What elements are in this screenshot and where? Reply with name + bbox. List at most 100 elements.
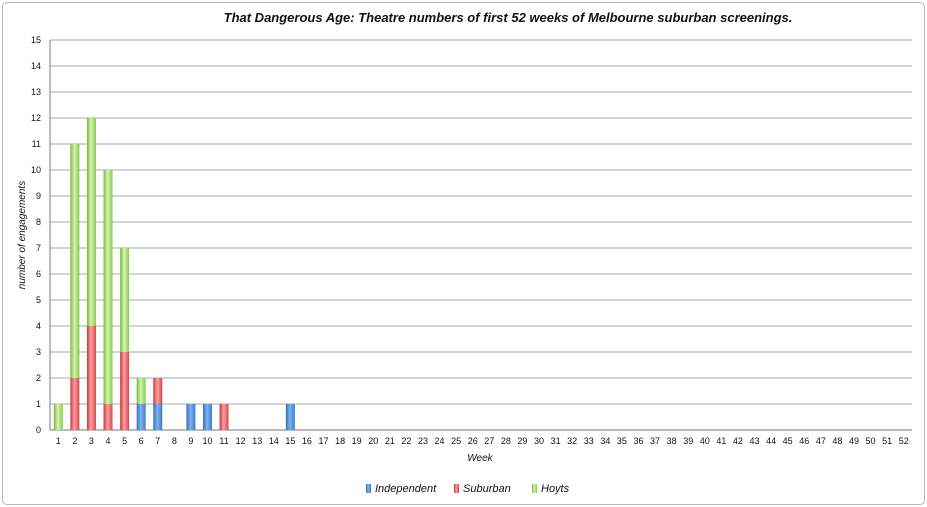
x-tick-label: 40: [700, 436, 710, 446]
x-tick-label: 43: [750, 436, 760, 446]
x-tick-label: 34: [600, 436, 610, 446]
y-tick-label: 13: [31, 87, 41, 97]
x-tick-label: 33: [584, 436, 594, 446]
x-axis-ticks: 1 2 3 4 5 6 7 8 9 10 11 12 13 14 15 16 17 18 19 20 21 22 23 24 2…: [56, 436, 909, 446]
x-tick-label: 51: [882, 436, 892, 446]
x-tick-label: 52: [899, 436, 909, 446]
x-tick-label: 1: [56, 436, 61, 446]
x-tick-label: 41: [716, 436, 726, 446]
legend-label-independent: Independent: [375, 483, 437, 495]
x-axis-label: Week: [467, 453, 493, 464]
x-tick-label: 38: [667, 436, 677, 446]
x-tick-label: 4: [106, 436, 111, 446]
x-tick-label: 45: [783, 436, 793, 446]
x-tick-label: 32: [567, 436, 577, 446]
bar-hoyts-week-6: [136, 378, 146, 404]
y-tick-label: 12: [31, 113, 41, 123]
x-tick-label: 29: [517, 436, 527, 446]
bar-hoyts-week-2: [70, 144, 80, 378]
bar-suburban-week-2: [70, 378, 80, 430]
grid-lines: [49, 39, 912, 431]
x-tick-label: 28: [501, 436, 511, 446]
y-tick-label: 9: [36, 191, 41, 201]
x-tick-label: 18: [335, 436, 345, 446]
x-tick-label: 44: [766, 436, 776, 446]
y-tick-label: 6: [36, 269, 41, 279]
y-tick-label: 0: [36, 425, 41, 435]
legend-swatch-independent: [366, 484, 371, 493]
x-tick-label: 9: [188, 436, 193, 446]
x-tick-label: 13: [252, 436, 262, 446]
x-tick-label: 3: [89, 436, 94, 446]
bar-suburban-week-11: [219, 404, 229, 430]
x-tick-label: 30: [534, 436, 544, 446]
legend: Independent Suburban Hoyts: [366, 483, 570, 495]
x-tick-label: 46: [799, 436, 809, 446]
bar-suburban-week-3: [86, 326, 96, 430]
bar-independent-week-6: [136, 404, 146, 430]
bar-independent-week-15: [285, 404, 295, 430]
x-tick-label: 39: [683, 436, 693, 446]
bar-hoyts-week-5: [120, 248, 130, 352]
legend-swatch-suburban: [454, 484, 459, 493]
x-tick-label: 42: [733, 436, 743, 446]
x-tick-label: 21: [385, 436, 395, 446]
x-tick-label: 47: [816, 436, 826, 446]
x-tick-label: 14: [269, 436, 279, 446]
x-tick-label: 50: [866, 436, 876, 446]
y-tick-label: 11: [32, 139, 41, 149]
x-tick-label: 35: [617, 436, 627, 446]
legend-swatch-hoyts: [532, 484, 537, 493]
legend-label-hoyts: Hoyts: [541, 483, 570, 495]
x-tick-label: 2: [72, 436, 77, 446]
y-tick-label: 15: [31, 35, 41, 45]
x-tick-label: 20: [368, 436, 378, 446]
bars: [53, 118, 295, 430]
x-tick-label: 37: [650, 436, 660, 446]
bar-suburban-week-5: [120, 352, 130, 430]
x-tick-label: 27: [484, 436, 494, 446]
x-tick-label: 8: [172, 436, 177, 446]
bar-hoyts-week-1: [53, 404, 63, 430]
bar-suburban-week-4: [103, 404, 113, 430]
x-tick-label: 10: [202, 436, 212, 446]
bar-hoyts-week-3: [86, 118, 96, 326]
y-tick-label: 7: [36, 243, 41, 253]
legend-label-suburban: Suburban: [463, 483, 511, 495]
x-tick-label: 31: [551, 436, 561, 446]
x-tick-label: 36: [633, 436, 643, 446]
y-tick-label: 3: [36, 347, 41, 357]
x-tick-label: 49: [849, 436, 859, 446]
y-tick-label: 8: [36, 217, 41, 227]
x-tick-label: 22: [401, 436, 411, 446]
bar-hoyts-week-4: [103, 170, 113, 404]
x-tick-label: 7: [155, 436, 160, 446]
y-tick-label: 14: [31, 61, 41, 71]
x-tick-label: 26: [468, 436, 478, 446]
y-tick-label: 10: [31, 165, 41, 175]
x-tick-label: 6: [139, 436, 144, 446]
x-tick-label: 16: [302, 436, 312, 446]
y-tick-label: 5: [36, 295, 41, 305]
x-tick-label: 12: [236, 436, 246, 446]
x-tick-label: 15: [285, 436, 295, 446]
x-tick-label: 5: [122, 436, 127, 446]
chart-title: That Dangerous Age: Theatre numbers of f…: [224, 10, 793, 25]
bar-independent-week-10: [202, 404, 212, 430]
y-tick-label: 1: [36, 399, 41, 409]
x-tick-label: 19: [352, 436, 362, 446]
x-tick-label: 17: [319, 436, 329, 446]
x-tick-label: 23: [418, 436, 428, 446]
x-tick-label: 48: [832, 436, 842, 446]
x-tick-label: 25: [451, 436, 461, 446]
y-tick-label: 4: [36, 321, 41, 331]
x-tick-label: 11: [219, 436, 228, 446]
bar-suburban-week-7: [153, 378, 163, 404]
y-tick-label: 2: [36, 373, 41, 383]
x-tick-label: 24: [435, 436, 445, 446]
bar-independent-week-7: [153, 404, 163, 430]
y-axis-label: number of engagements: [17, 181, 28, 289]
bar-independent-week-9: [186, 404, 196, 430]
